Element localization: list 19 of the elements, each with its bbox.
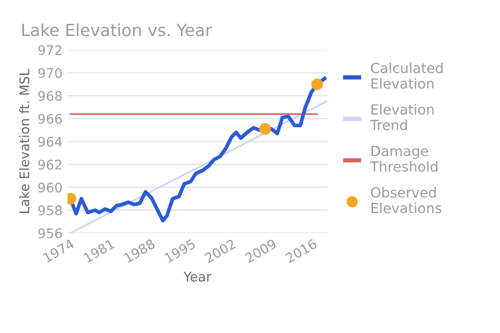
point (259, 123, 271, 135)
y-tick-label: 956 (38, 228, 62, 238)
point (311, 78, 323, 90)
line-series (68, 76, 326, 222)
x-axis-title: Year (184, 272, 212, 282)
y-tick-label: 960 (38, 182, 62, 193)
legend-label: Elevation Trend (370, 104, 434, 130)
legend-label: Calculated Elevation (370, 62, 443, 89)
y-tick-label: 962 (38, 160, 62, 170)
chart-title: Lake Elevation vs. Year (22, 23, 212, 36)
y-tick-label: 966 (38, 114, 62, 124)
legend-label: Damage Threshold (370, 146, 438, 172)
y-tick-label: 958 (38, 205, 62, 216)
y-tick-label: 968 (38, 90, 62, 101)
y-tick-label: 972 (38, 45, 62, 56)
legend-label: Observed Elevations (370, 186, 442, 214)
y-tick-label: 964 (38, 136, 62, 147)
y-tick-label: 970 (38, 68, 62, 78)
y-axis-title: Lake Elevation ft. MSL (19, 68, 30, 213)
